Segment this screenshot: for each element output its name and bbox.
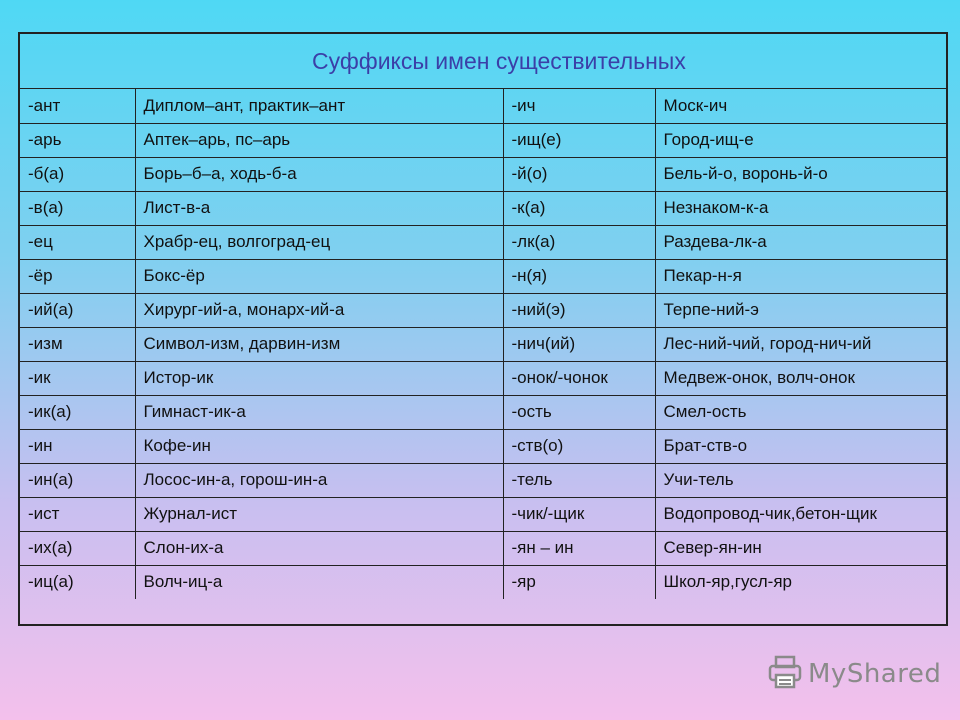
example-cell: Гимнаст-ик-а: [134, 394, 504, 430]
example-cell: Город-ищ-е: [654, 122, 946, 158]
table-row: -ий(а) Хирург-ий-а, монарх-ий-а -ний(э) Тер…: [20, 292, 946, 328]
table-row: -в(а) Лист-в-а -к(а) Незнаком-к-а: [20, 190, 946, 226]
example-cell: Храбр-ец, волгоград-ец: [134, 224, 504, 260]
example-cell: Истор-ик: [134, 360, 504, 396]
example-cell: Брат-ств-о: [654, 428, 946, 464]
suffix-cell: -ний(э): [502, 292, 656, 328]
example-cell: Незнаком-к-а: [654, 190, 946, 226]
suffix-cell: -н(я): [502, 258, 656, 294]
example-cell: Моск-ич: [654, 89, 946, 124]
example-cell: Слон-их-а: [134, 530, 504, 566]
example-cell: Лист-в-а: [134, 190, 504, 226]
suffix-cell: -ик(а): [20, 394, 136, 430]
suffix-cell: -ян – ин: [502, 530, 656, 566]
example-cell: Пекар-н-я: [654, 258, 946, 294]
table-row: -изм Символ-изм, дарвин-изм -нич(ий) Лес-ни…: [20, 326, 946, 362]
example-cell: Лес-ний-чий, город-нич-ий: [654, 326, 946, 362]
example-cell: Волч-иц-а: [134, 564, 504, 599]
table-title: Суффиксы имен существительных: [20, 34, 946, 89]
example-cell: Терпе-ний-э: [654, 292, 946, 328]
printer-icon: [768, 655, 802, 694]
suffix-cell: -ист: [20, 496, 136, 532]
table-row: -иц(а) Волч-иц-а -яр Школ-яр,гусл-яр: [20, 564, 946, 599]
table-row: -ёр Бокс-ёр -н(я) Пекар-н-я: [20, 258, 946, 294]
suffix-cell: -чик/-щик: [502, 496, 656, 532]
suffix-cell: -лк(а): [502, 224, 656, 260]
table-row: -ант Диплом–ант, практик–ант -ич Моск-ич: [20, 89, 946, 124]
suffix-cell: -ёр: [20, 258, 136, 294]
suffix-cell: -ий(а): [20, 292, 136, 328]
suffix-cell: -ищ(е): [502, 122, 656, 158]
suffix-cell: -онок/-чонок: [502, 360, 656, 396]
example-cell: Кофе-ин: [134, 428, 504, 464]
suffix-cell: -ин: [20, 428, 136, 464]
example-cell: Журнал-ист: [134, 496, 504, 532]
suffix-table: Суффиксы имен существительных -ант Диплом…: [18, 32, 948, 626]
example-cell: Медвеж-онок, волч-онок: [654, 360, 946, 396]
logo-text: MyShared: [808, 659, 942, 689]
example-cell: Водопровод-чик,бетон-щик: [654, 496, 946, 532]
suffix-cell: -нич(ий): [502, 326, 656, 362]
suffix-cell: -арь: [20, 122, 136, 158]
example-cell: Север-ян-ин: [654, 530, 946, 566]
example-cell: Диплом–ант, практик–ант: [134, 89, 504, 124]
example-cell: Лосос-ин-а, горош-ин-а: [134, 462, 504, 498]
suffix-cell: -ик: [20, 360, 136, 396]
example-cell: Раздева-лк-а: [654, 224, 946, 260]
suffix-cell: -ант: [20, 89, 136, 124]
suffix-cell: -тель: [502, 462, 656, 498]
example-cell: Бель-й-о, воронь-й-о: [654, 156, 946, 192]
example-cell: Школ-яр,гусл-яр: [654, 564, 946, 599]
table-row: -ик(а) Гимнаст-ик-а -ость Смел-ость: [20, 394, 946, 430]
suffix-cell: -яр: [502, 564, 656, 599]
table-row: -б(а) Борь–б–а, ходь-б-а -й(о) Бель-й-о, во…: [20, 156, 946, 192]
suffix-cell: -в(а): [20, 190, 136, 226]
example-cell: Аптек–арь, пс–арь: [134, 122, 504, 158]
suffix-cell: -ич: [502, 89, 656, 124]
example-cell: Символ-изм, дарвин-изм: [134, 326, 504, 362]
suffix-cell: -ин(а): [20, 462, 136, 498]
example-cell: Учи-тель: [654, 462, 946, 498]
table-row: -арь Аптек–арь, пс–арь -ищ(е) Город-ищ-е: [20, 122, 946, 158]
table-row: -ист Журнал-ист -чик/-щик Водопровод-чик,бе…: [20, 496, 946, 532]
suffix-cell: -их(а): [20, 530, 136, 566]
suffix-cell: -б(а): [20, 156, 136, 192]
suffix-cell: -ец: [20, 224, 136, 260]
table-body: -ант Диплом–ант, практик–ант -ич Моск-ич -ар…: [20, 89, 946, 599]
suffix-cell: -ств(о): [502, 428, 656, 464]
example-cell: Бокс-ёр: [134, 258, 504, 294]
example-cell: Борь–б–а, ходь-б-а: [134, 156, 504, 192]
suffix-cell: -иц(а): [20, 564, 136, 599]
suffix-cell: -й(о): [502, 156, 656, 192]
example-cell: Хирург-ий-а, монарх-ий-а: [134, 292, 504, 328]
suffix-cell: -ость: [502, 394, 656, 430]
table-row: -их(а) Слон-их-а -ян – ин Север-ян-ин: [20, 530, 946, 566]
table-row: -ин(а) Лосос-ин-а, горош-ин-а -тель Учи-тел…: [20, 462, 946, 498]
suffix-cell: -к(а): [502, 190, 656, 226]
example-cell: Смел-ость: [654, 394, 946, 430]
table-row: -ик Истор-ик -онок/-чонок Медвеж-онок, волч…: [20, 360, 946, 396]
suffix-cell: -изм: [20, 326, 136, 362]
myshared-logo: MyShared: [768, 655, 942, 694]
table-row: -ин Кофе-ин -ств(о) Брат-ств-о: [20, 428, 946, 464]
table-row: -ец Храбр-ец, волгоград-ец -лк(а) Раздева-л…: [20, 224, 946, 260]
suffix-grid: -ант Диплом–ант, практик–ант -ич Моск-ич -ар…: [20, 89, 946, 599]
